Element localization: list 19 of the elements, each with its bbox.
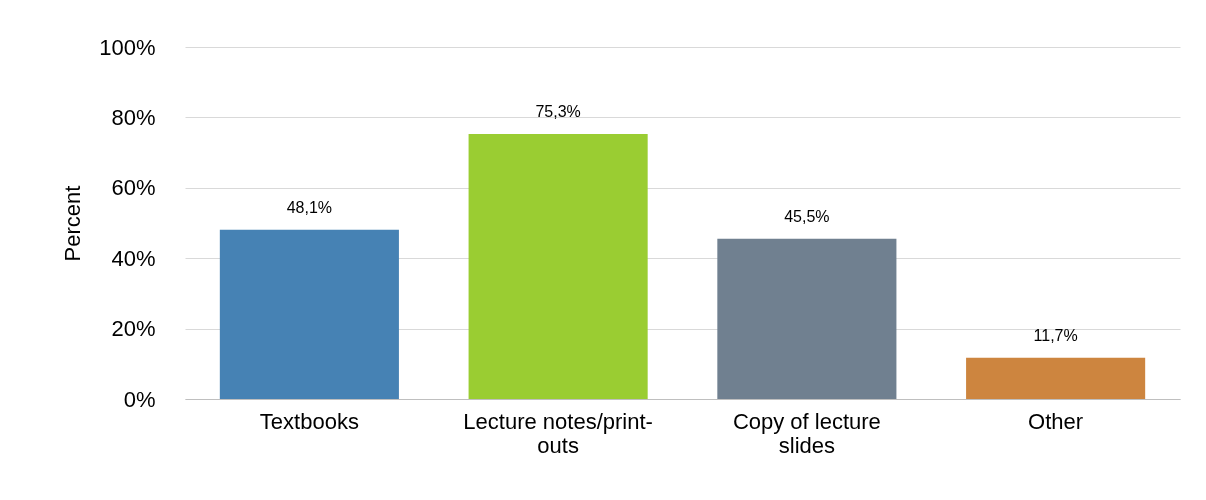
y-tick-label: 60% — [111, 175, 156, 201]
bar — [717, 238, 897, 399]
bar — [966, 357, 1146, 399]
x-tick-label: Copy of lecture slides — [732, 408, 881, 458]
x-tick-label: Other — [1028, 408, 1084, 434]
y-tick-label: 0% — [123, 386, 156, 412]
y-tick-label: 20% — [111, 316, 156, 342]
data-label: 11,7% — [1033, 326, 1078, 344]
y-tick-label: 100% — [99, 34, 156, 60]
x-tick-label: Lecture notes/print-outs — [463, 408, 653, 458]
data-label: 48,1% — [286, 198, 333, 216]
y-axis-title: Percent — [60, 185, 86, 262]
x-tick-label: Textbooks — [259, 408, 359, 434]
y-tick-label: 80% — [111, 104, 156, 130]
data-label: 45,5% — [784, 207, 830, 225]
bar — [468, 133, 648, 399]
y-tick-label: 40% — [111, 245, 156, 271]
data-label: 75,3% — [535, 102, 581, 120]
bar — [219, 229, 399, 399]
